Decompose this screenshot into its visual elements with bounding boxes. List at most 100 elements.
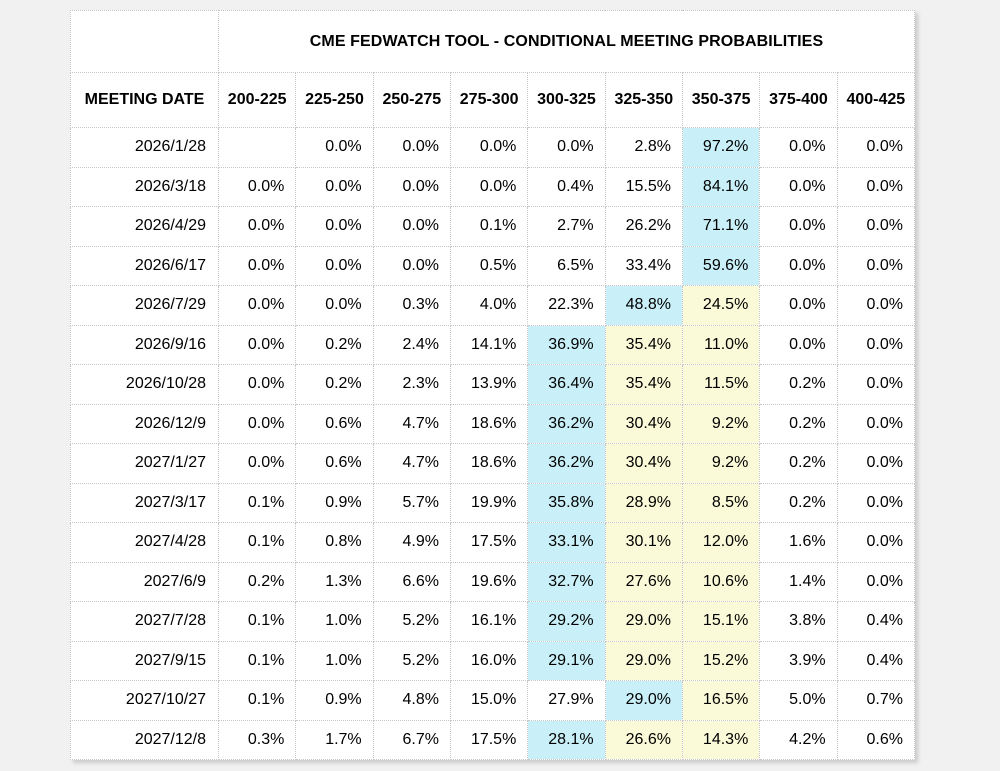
table-title: CME FEDWATCH TOOL - CONDITIONAL MEETING … bbox=[218, 10, 915, 73]
probability-cell: 2.7% bbox=[527, 206, 606, 247]
probability-cell: 30.1% bbox=[604, 522, 683, 563]
probability-cell: 0.0% bbox=[836, 127, 916, 168]
meeting-date-cell: 2027/10/27 bbox=[70, 680, 219, 721]
probability-cell: 0.4% bbox=[836, 640, 916, 681]
probability-cell: 1.4% bbox=[759, 561, 838, 602]
probability-cell: 3.8% bbox=[759, 601, 838, 642]
probability-cell: 0.0% bbox=[759, 324, 838, 365]
table-row: 2027/1/27 0.0% 0.6% 4.7% 18.6% 36.2% 30.4% 9.2%… bbox=[70, 443, 916, 484]
meeting-date-header: MEETING DATE bbox=[70, 72, 219, 128]
probability-cell: 33.1% bbox=[527, 522, 606, 563]
probability-cell: 0.3% bbox=[217, 719, 297, 760]
probability-cell: 0.0% bbox=[836, 522, 916, 563]
probability-cell: 16.5% bbox=[681, 680, 761, 721]
probability-cell: 0.0% bbox=[217, 206, 297, 247]
probability-cell: 0.1% bbox=[217, 680, 297, 721]
probability-cell: 27.6% bbox=[604, 561, 683, 602]
probability-cell: 4.2% bbox=[759, 719, 838, 760]
probability-cell: 0.0% bbox=[372, 206, 451, 247]
probability-cell: 12.0% bbox=[681, 522, 761, 563]
probability-cell: 0.0% bbox=[759, 285, 838, 326]
probability-cell: 36.2% bbox=[527, 403, 606, 444]
probability-cell: 1.3% bbox=[295, 561, 374, 602]
probability-cell: 0.0% bbox=[759, 245, 838, 286]
probability-cell: 4.7% bbox=[372, 403, 451, 444]
probability-cell: 0.0% bbox=[759, 166, 838, 207]
rate-range-header-200-225: 200-225 bbox=[217, 72, 297, 128]
probability-cell: 0.0% bbox=[217, 364, 297, 405]
probability-cell: 24.5% bbox=[681, 285, 761, 326]
probability-cell: 0.0% bbox=[449, 166, 529, 207]
probability-cell: 19.6% bbox=[449, 561, 529, 602]
probability-cell: 0.0% bbox=[449, 127, 529, 168]
probability-cell: 5.7% bbox=[372, 482, 451, 523]
probability-cell: 9.2% bbox=[681, 403, 761, 444]
probability-cell: 0.1% bbox=[217, 640, 297, 681]
table-body: 2026/1/28 0.0% 0.0% 0.0% 0.0% 2.8% 97.2% 0.0% 0.… bbox=[70, 127, 916, 760]
probability-cell: 0.2% bbox=[295, 324, 374, 365]
probability-cell: 0.9% bbox=[295, 680, 374, 721]
probability-cell: 4.9% bbox=[372, 522, 451, 563]
meeting-date-cell: 2026/6/17 bbox=[70, 245, 219, 286]
probability-cell: 10.6% bbox=[681, 561, 761, 602]
meeting-date-cell: 2027/12/8 bbox=[70, 719, 219, 760]
probability-cell: 0.2% bbox=[759, 364, 838, 405]
probability-cell: 0.2% bbox=[295, 364, 374, 405]
probability-cell: 0.0% bbox=[295, 166, 374, 207]
table-row: 2026/6/17 0.0% 0.0% 0.0% 0.5% 6.5% 33.4% 59.6% 0… bbox=[70, 245, 916, 286]
probability-cell: 36.4% bbox=[527, 364, 606, 405]
table-row: 2026/3/18 0.0% 0.0% 0.0% 0.0% 0.4% 15.5% 84.1% 0… bbox=[70, 166, 916, 207]
probability-cell: 6.6% bbox=[372, 561, 451, 602]
rate-range-header-300-325: 300-325 bbox=[527, 72, 606, 128]
meeting-date-cell: 2026/10/28 bbox=[70, 364, 219, 405]
probability-cell: 29.0% bbox=[604, 601, 683, 642]
probability-cell: 0.0% bbox=[836, 245, 916, 286]
probability-cell: 8.5% bbox=[681, 482, 761, 523]
probability-cell: 0.0% bbox=[759, 206, 838, 247]
probability-cell: 5.0% bbox=[759, 680, 838, 721]
probability-cell: 0.0% bbox=[295, 206, 374, 247]
probability-cell: 29.2% bbox=[527, 601, 606, 642]
probability-cell: 11.0% bbox=[681, 324, 761, 365]
meeting-date-cell: 2027/1/27 bbox=[70, 443, 219, 484]
probability-cell: 0.6% bbox=[295, 443, 374, 484]
title-row: CME FEDWATCH TOOL - CONDITIONAL MEETING … bbox=[70, 10, 915, 73]
probability-cell: 0.0% bbox=[295, 245, 374, 286]
meeting-date-cell: 2027/6/9 bbox=[70, 561, 219, 602]
probability-cell: 0.0% bbox=[295, 127, 374, 168]
table-row: 2027/12/8 0.3% 1.7% 6.7% 17.5% 28.1% 26.6% 14.3… bbox=[70, 719, 916, 760]
probability-cell: 0.0% bbox=[217, 403, 297, 444]
table-row: 2027/4/28 0.1% 0.8% 4.9% 17.5% 33.1% 30.1% 12.0… bbox=[70, 522, 916, 563]
probability-cell: 28.1% bbox=[527, 719, 606, 760]
probability-cell: 15.2% bbox=[681, 640, 761, 681]
conditional-meeting-probabilities-table: CME FEDWATCH TOOL - CONDITIONAL MEETING … bbox=[70, 10, 916, 760]
probability-cell: 97.2% bbox=[681, 127, 761, 168]
rate-range-header-400-425: 400-425 bbox=[836, 72, 916, 128]
probability-cell: 14.3% bbox=[681, 719, 761, 760]
table-row: 2027/7/28 0.1% 1.0% 5.2% 16.1% 29.2% 29.0% 15.1… bbox=[70, 601, 916, 642]
probability-cell: 0.1% bbox=[217, 482, 297, 523]
probability-cell: 3.9% bbox=[759, 640, 838, 681]
table-row: 2026/12/9 0.0% 0.6% 4.7% 18.6% 36.2% 30.4% 9.2%… bbox=[70, 403, 916, 444]
fedwatch-probability-table: CME FEDWATCH TOOL - CONDITIONAL MEETING … bbox=[70, 10, 916, 760]
table-row: 2026/1/28 0.0% 0.0% 0.0% 0.0% 2.8% 97.2% 0.0% 0.… bbox=[70, 127, 916, 168]
probability-cell: 0.1% bbox=[449, 206, 529, 247]
probability-cell: 0.4% bbox=[527, 166, 606, 207]
probability-cell: 2.3% bbox=[372, 364, 451, 405]
rate-range-header-275-300: 275-300 bbox=[449, 72, 529, 128]
probability-cell: 16.0% bbox=[449, 640, 529, 681]
probability-cell: 36.9% bbox=[527, 324, 606, 365]
probability-cell: 0.0% bbox=[836, 561, 916, 602]
probability-cell: 84.1% bbox=[681, 166, 761, 207]
meeting-date-cell: 2026/7/29 bbox=[70, 285, 219, 326]
rate-range-header-350-375: 350-375 bbox=[681, 72, 761, 128]
probability-cell: 18.6% bbox=[449, 403, 529, 444]
probability-cell: 29.0% bbox=[604, 680, 683, 721]
probability-cell: 33.4% bbox=[604, 245, 683, 286]
meeting-date-cell: 2026/12/9 bbox=[70, 403, 219, 444]
probability-cell: 13.9% bbox=[449, 364, 529, 405]
probability-cell: 15.0% bbox=[449, 680, 529, 721]
probability-cell: 0.0% bbox=[372, 127, 451, 168]
probability-cell: 0.1% bbox=[217, 601, 297, 642]
meeting-date-cell: 2027/3/17 bbox=[70, 482, 219, 523]
